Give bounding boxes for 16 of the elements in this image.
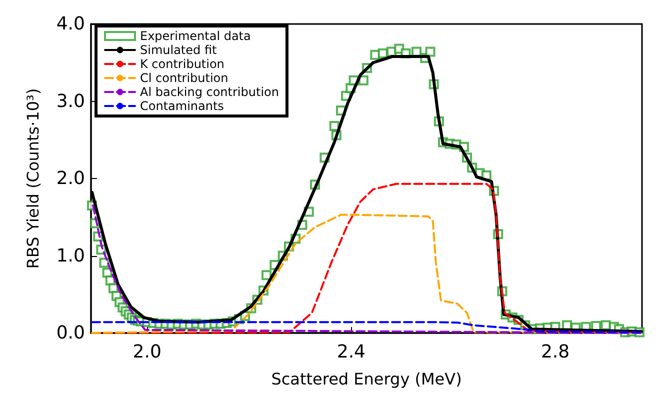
x-tick-label: 2.4 — [336, 342, 366, 362]
legend-label: K contribution — [140, 57, 224, 71]
legend-label: Experimental data — [140, 29, 251, 43]
legend-label: Al backing contribution — [140, 85, 279, 99]
legend-label: Simulated fit — [140, 43, 218, 57]
legend-label: Cl contribution — [140, 71, 228, 85]
x-tick-label: 2.0 — [132, 342, 162, 362]
y-tick-label: 2.0 — [56, 168, 85, 189]
legend-label: Contaminants — [140, 99, 224, 113]
x-tick-label: 2.8 — [540, 342, 570, 362]
y-axis-title: RBS Yield (Counts·10³) — [24, 88, 42, 269]
y-tick-label: 4.0 — [56, 14, 85, 34]
x-axis-title: Scattered Energy (MeV) — [271, 370, 462, 388]
y-tick-label: 0.0 — [56, 322, 85, 344]
y-tick-label: 3.0 — [56, 90, 85, 112]
y-tick-label: 1.0 — [56, 245, 85, 266]
